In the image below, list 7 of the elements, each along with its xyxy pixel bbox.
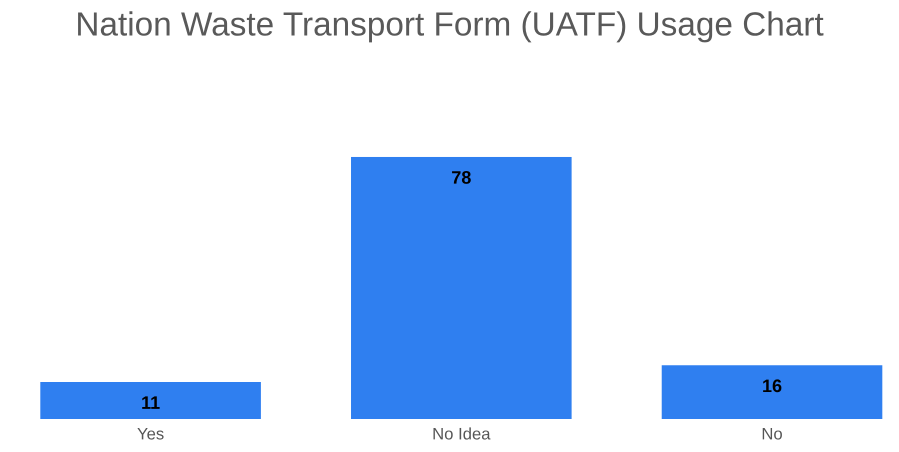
x-tick-label: Yes bbox=[137, 428, 164, 440]
data-label: 11 bbox=[142, 396, 160, 409]
x-tick-label: No Idea bbox=[433, 427, 490, 440]
x-tick-label: No bbox=[762, 428, 782, 440]
chart-title: Nation Waste Transport Form (UATF) Usage Chart bbox=[78, 11, 824, 42]
data-label: 78 bbox=[452, 171, 471, 184]
data-label: 16 bbox=[763, 379, 782, 392]
